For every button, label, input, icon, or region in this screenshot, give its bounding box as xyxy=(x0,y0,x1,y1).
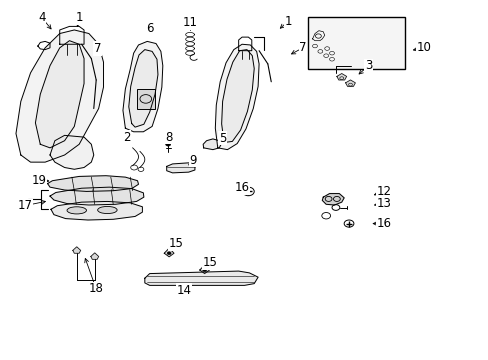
Text: 16: 16 xyxy=(234,181,249,194)
Text: 1: 1 xyxy=(75,11,83,24)
Text: 6: 6 xyxy=(145,22,153,35)
Text: 3: 3 xyxy=(364,59,371,72)
Text: 9: 9 xyxy=(189,154,197,167)
Text: 18: 18 xyxy=(89,283,103,296)
Polygon shape xyxy=(166,163,195,173)
Text: 14: 14 xyxy=(176,284,191,297)
Polygon shape xyxy=(91,253,99,259)
Circle shape xyxy=(202,269,206,271)
Text: 15: 15 xyxy=(169,237,183,250)
Text: 2: 2 xyxy=(123,131,130,144)
Text: 8: 8 xyxy=(165,131,172,144)
Polygon shape xyxy=(215,44,259,150)
Text: 13: 13 xyxy=(376,197,391,210)
Bar xyxy=(330,37,367,57)
Circle shape xyxy=(165,143,170,146)
Bar xyxy=(136,89,155,109)
Polygon shape xyxy=(200,265,209,274)
Polygon shape xyxy=(336,73,346,80)
Text: 16: 16 xyxy=(376,217,391,230)
Ellipse shape xyxy=(98,206,117,213)
Text: 7: 7 xyxy=(299,41,306,54)
Polygon shape xyxy=(122,41,163,132)
Text: 19: 19 xyxy=(32,174,47,187)
Text: 1: 1 xyxy=(284,14,291,27)
Polygon shape xyxy=(203,139,221,150)
Polygon shape xyxy=(35,41,84,148)
Polygon shape xyxy=(144,271,258,285)
Polygon shape xyxy=(16,30,103,162)
Polygon shape xyxy=(345,80,355,86)
Text: 15: 15 xyxy=(203,256,218,269)
Polygon shape xyxy=(47,176,138,192)
Circle shape xyxy=(167,252,171,255)
Text: 11: 11 xyxy=(182,16,197,29)
Text: 10: 10 xyxy=(416,41,431,54)
Text: 7: 7 xyxy=(94,42,101,55)
Polygon shape xyxy=(50,135,94,169)
Polygon shape xyxy=(128,50,158,127)
Bar xyxy=(307,18,404,69)
Text: 17: 17 xyxy=(17,199,32,212)
Polygon shape xyxy=(50,187,143,205)
Ellipse shape xyxy=(342,45,354,49)
Polygon shape xyxy=(322,194,344,205)
Polygon shape xyxy=(51,202,142,220)
Polygon shape xyxy=(164,248,174,257)
Ellipse shape xyxy=(67,207,86,214)
Text: 12: 12 xyxy=(376,185,391,198)
Polygon shape xyxy=(221,50,254,143)
Text: 5: 5 xyxy=(219,132,226,145)
Text: 4: 4 xyxy=(38,11,45,24)
Polygon shape xyxy=(73,247,81,253)
